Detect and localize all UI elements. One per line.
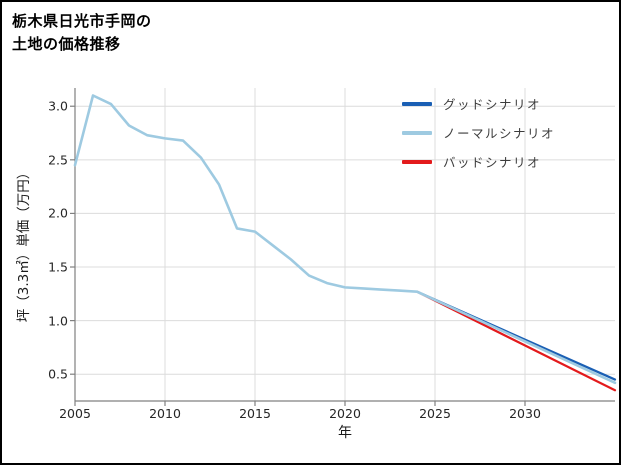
y-tick-label: 1.0 [48, 313, 68, 329]
x-tick-label: 2030 [509, 406, 541, 421]
y-tick-label: 2.5 [48, 152, 68, 168]
x-tick-label: 2015 [239, 406, 271, 421]
series-line-normal [73, 94, 617, 385]
legend-item-good: グッドシナリオ [402, 94, 555, 113]
x-tick-label: 2025 [419, 406, 451, 421]
title-line-2: 土地の価格推移 [12, 35, 121, 54]
chart-legend: グッドシナリオ ノーマルシナリオ バッドシナリオ [402, 94, 555, 171]
legend-label: バッドシナリオ [443, 155, 542, 170]
page-title: 栃木県日光市手岡の 土地の価格推移 [12, 10, 152, 57]
legend-item-normal: ノーマルシナリオ [402, 123, 555, 142]
title-line-1: 栃木県日光市手岡の [12, 12, 152, 30]
y-axis-label: 坪（3.3㎡）単価（万円） [16, 165, 32, 323]
x-tick-label: 2010 [149, 406, 181, 421]
x-axis-label: 年 [338, 425, 352, 441]
y-tick-label: 1.5 [48, 259, 68, 275]
x-tick-label: 2005 [59, 406, 91, 421]
legend-swatch-icon [402, 159, 432, 164]
y-tick-label: 0.5 [48, 366, 68, 382]
y-tick-label: 3.0 [48, 98, 68, 114]
legend-label: ノーマルシナリオ [443, 126, 556, 141]
legend-label: グッドシナリオ [443, 97, 542, 112]
x-tick-label: 2020 [329, 406, 361, 421]
y-tick-label: 2.0 [48, 205, 68, 221]
legend-item-bad: バッドシナリオ [402, 152, 555, 171]
legend-swatch-icon [402, 130, 432, 135]
legend-swatch-icon [402, 101, 432, 106]
